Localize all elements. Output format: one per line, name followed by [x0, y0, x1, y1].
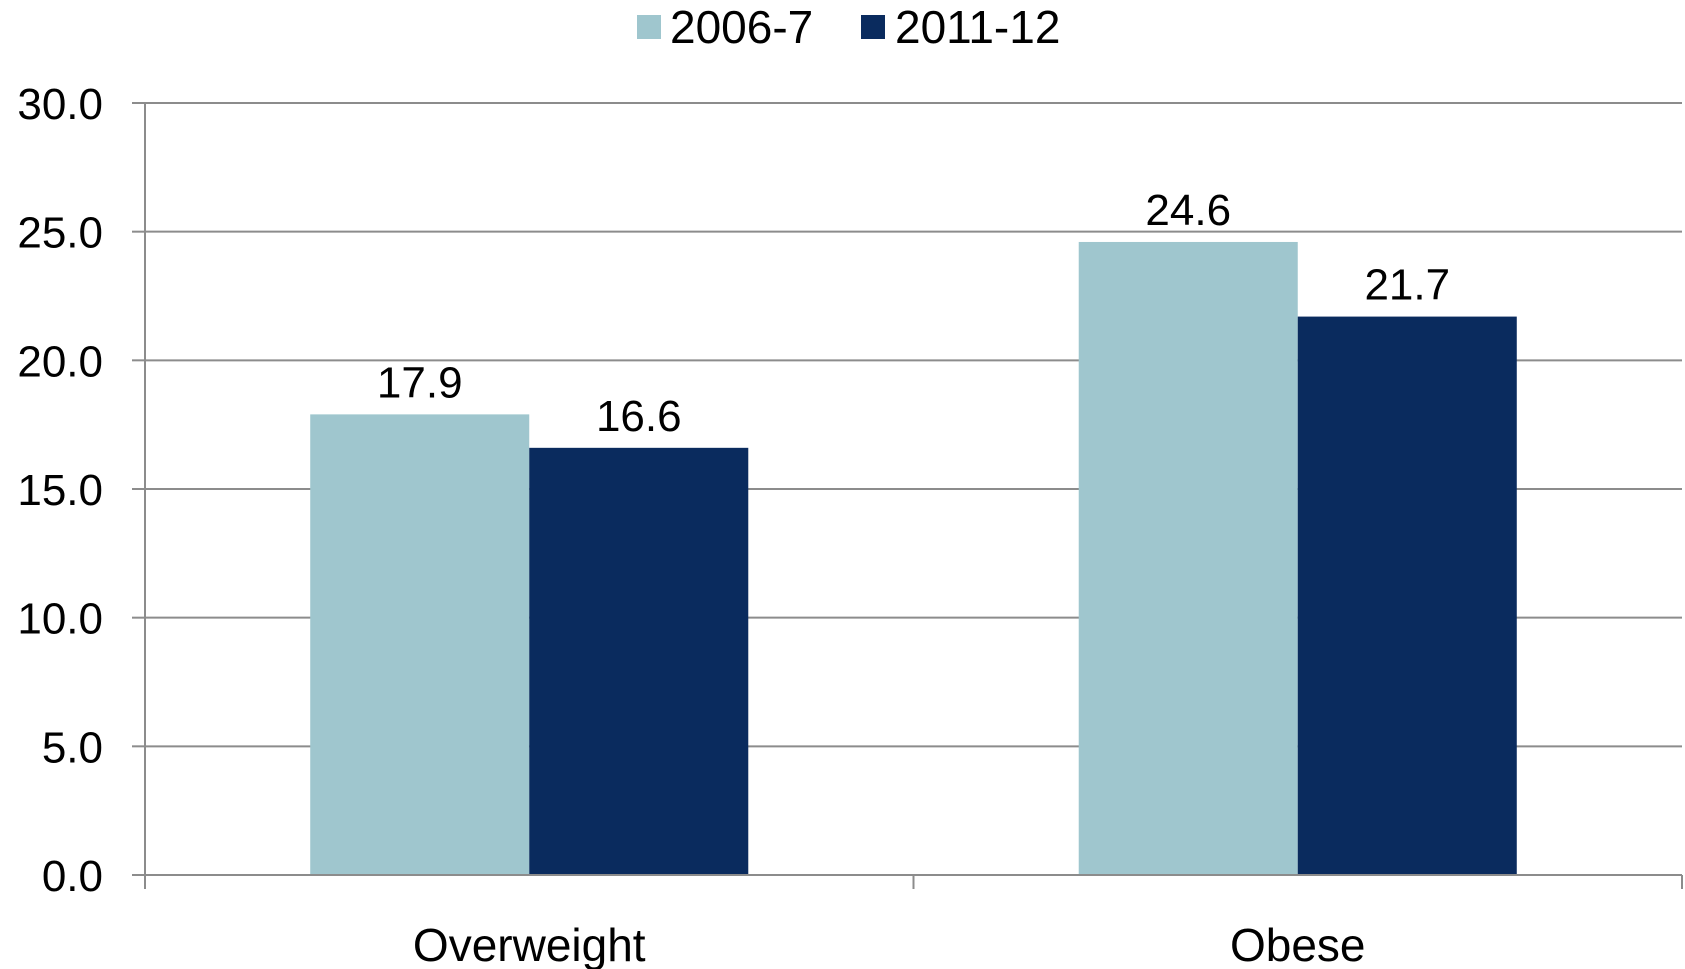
x-category-label-overweight: Overweight	[413, 919, 646, 969]
legend: 2006-7 2011-12	[637, 1, 1060, 53]
y-tick-label: 10.0	[17, 595, 103, 644]
y-tick-label: 15.0	[17, 466, 103, 515]
legend-swatch-2006-7	[637, 15, 661, 39]
y-tick-label: 25.0	[17, 209, 103, 258]
data-label-overweight-2011-12: 16.6	[596, 392, 682, 441]
y-tick-label: 30.0	[17, 80, 103, 129]
legend-label-2006-7: 2006-7	[670, 1, 813, 53]
bar-obese-2011-12	[1297, 316, 1517, 875]
data-label-obese-2011-12: 21.7	[1364, 261, 1450, 310]
y-tick-label: 20.0	[17, 337, 103, 386]
y-tick-label: 5.0	[42, 723, 103, 772]
bars	[310, 241, 1517, 875]
labels: 0.0 5.0 10.0 15.0 20.0 25.0 30.0 17.9 16.6 Overwe…	[17, 80, 1450, 969]
axes	[132, 102, 1683, 889]
legend-label-2011-12: 2011-12	[895, 1, 1060, 53]
y-tick-label: 0.0	[42, 852, 103, 901]
bar-overweight-2011-12	[529, 447, 749, 875]
data-label-overweight-2006-7: 17.9	[377, 358, 463, 407]
legend-swatch-2011-12	[861, 15, 885, 39]
bar-obese-2006-7	[1078, 241, 1298, 875]
data-label-obese-2006-7: 24.6	[1145, 186, 1231, 235]
x-category-label-obese: Obese	[1230, 919, 1366, 969]
bar-overweight-2006-7	[310, 414, 530, 875]
